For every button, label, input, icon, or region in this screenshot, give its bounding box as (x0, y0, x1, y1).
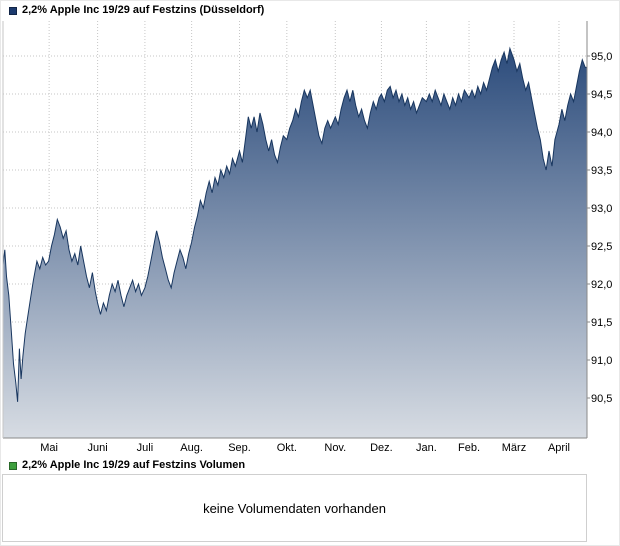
svg-text:93,0: 93,0 (591, 203, 612, 215)
price-legend-label: 2,2% Apple Inc 19/29 auf Festzins (Düsse… (22, 4, 265, 16)
price-legend: 2,2% Apple Inc 19/29 auf Festzins (Düsse… (9, 5, 264, 16)
svg-text:April: April (548, 442, 570, 454)
svg-text:Nov.: Nov. (324, 442, 346, 454)
svg-text:Juli: Juli (137, 442, 154, 454)
svg-text:92,5: 92,5 (591, 241, 612, 253)
svg-text:Feb.: Feb. (458, 442, 480, 454)
svg-text:Dez.: Dez. (370, 442, 393, 454)
price-chart-svg: 95,0 94,5 94,0 93,5 93,0 92,5 92,0 91,5 91,0 90,5… (2, 21, 612, 454)
svg-text:95,0: 95,0 (591, 51, 612, 63)
no-volume-message: keine Volumendaten vorhanden (203, 500, 386, 516)
svg-text:Sep.: Sep. (228, 442, 251, 454)
svg-text:91,0: 91,0 (591, 355, 612, 367)
svg-text:90,5: 90,5 (591, 393, 612, 405)
volume-legend-label: 2,2% Apple Inc 19/29 auf Festzins Volume… (22, 459, 246, 471)
svg-text:Aug.: Aug. (180, 442, 203, 454)
svg-text:Jan.: Jan. (416, 442, 437, 454)
volume-panel: keine Volumendaten vorhanden (2, 474, 587, 542)
svg-text:Okt.: Okt. (277, 442, 297, 454)
svg-text:Juni: Juni (88, 442, 108, 454)
svg-text:94,0: 94,0 (591, 127, 612, 139)
svg-text:März: März (502, 442, 526, 454)
svg-text:94,5: 94,5 (591, 89, 612, 101)
svg-text:93,5: 93,5 (591, 165, 612, 177)
svg-text:92,0: 92,0 (591, 279, 612, 291)
volume-legend-swatch (9, 461, 17, 470)
volume-legend: 2,2% Apple Inc 19/29 auf Festzins Volume… (9, 460, 245, 471)
price-legend-swatch (9, 6, 17, 15)
svg-text:Mai: Mai (40, 442, 58, 454)
svg-text:91,5: 91,5 (591, 317, 612, 329)
